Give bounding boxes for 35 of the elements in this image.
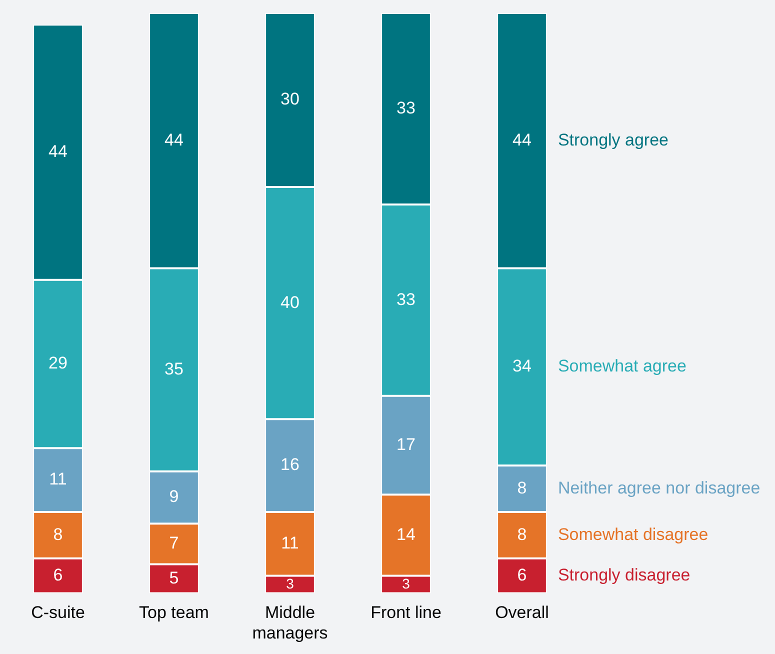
data-label: 16 [280, 455, 300, 474]
x-tick-label: Middle managers [252, 603, 328, 642]
data-label: 40 [280, 292, 300, 312]
data-label: 9 [169, 487, 179, 506]
data-label: 11 [49, 470, 67, 489]
data-label: 3 [286, 575, 294, 592]
data-label: 44 [164, 130, 184, 150]
data-label: 34 [512, 356, 532, 376]
x-tick-label: Overall [495, 603, 549, 622]
data-label: 44 [512, 130, 532, 150]
data-label: 8 [517, 478, 527, 498]
series-label: Strongly disagree [558, 565, 690, 584]
data-label: 35 [164, 360, 184, 379]
data-label: 7 [169, 534, 179, 553]
data-label: 6 [53, 565, 63, 584]
data-label: 6 [517, 565, 527, 584]
data-label: 5 [169, 568, 179, 588]
data-label: 17 [396, 434, 416, 454]
data-label: 33 [396, 290, 416, 309]
series-label: Somewhat agree [558, 356, 686, 376]
x-tick-label: Top team [139, 603, 209, 622]
data-label: 8 [53, 524, 63, 544]
data-label: 30 [280, 90, 300, 109]
data-label: 44 [48, 142, 68, 161]
x-tick-label: Front line [370, 603, 442, 622]
series-label: Somewhat disagree [558, 524, 708, 544]
data-label: 11 [281, 534, 299, 553]
data-label: 3 [402, 575, 410, 592]
data-label: 8 [517, 524, 527, 544]
series-label: Neither agree nor disagree [558, 478, 760, 498]
data-label: 33 [396, 98, 416, 118]
data-label: 29 [48, 354, 68, 373]
series-label: Strongly agree [558, 130, 669, 150]
data-label: 14 [396, 524, 416, 544]
x-tick-label: C-suite [31, 603, 85, 622]
